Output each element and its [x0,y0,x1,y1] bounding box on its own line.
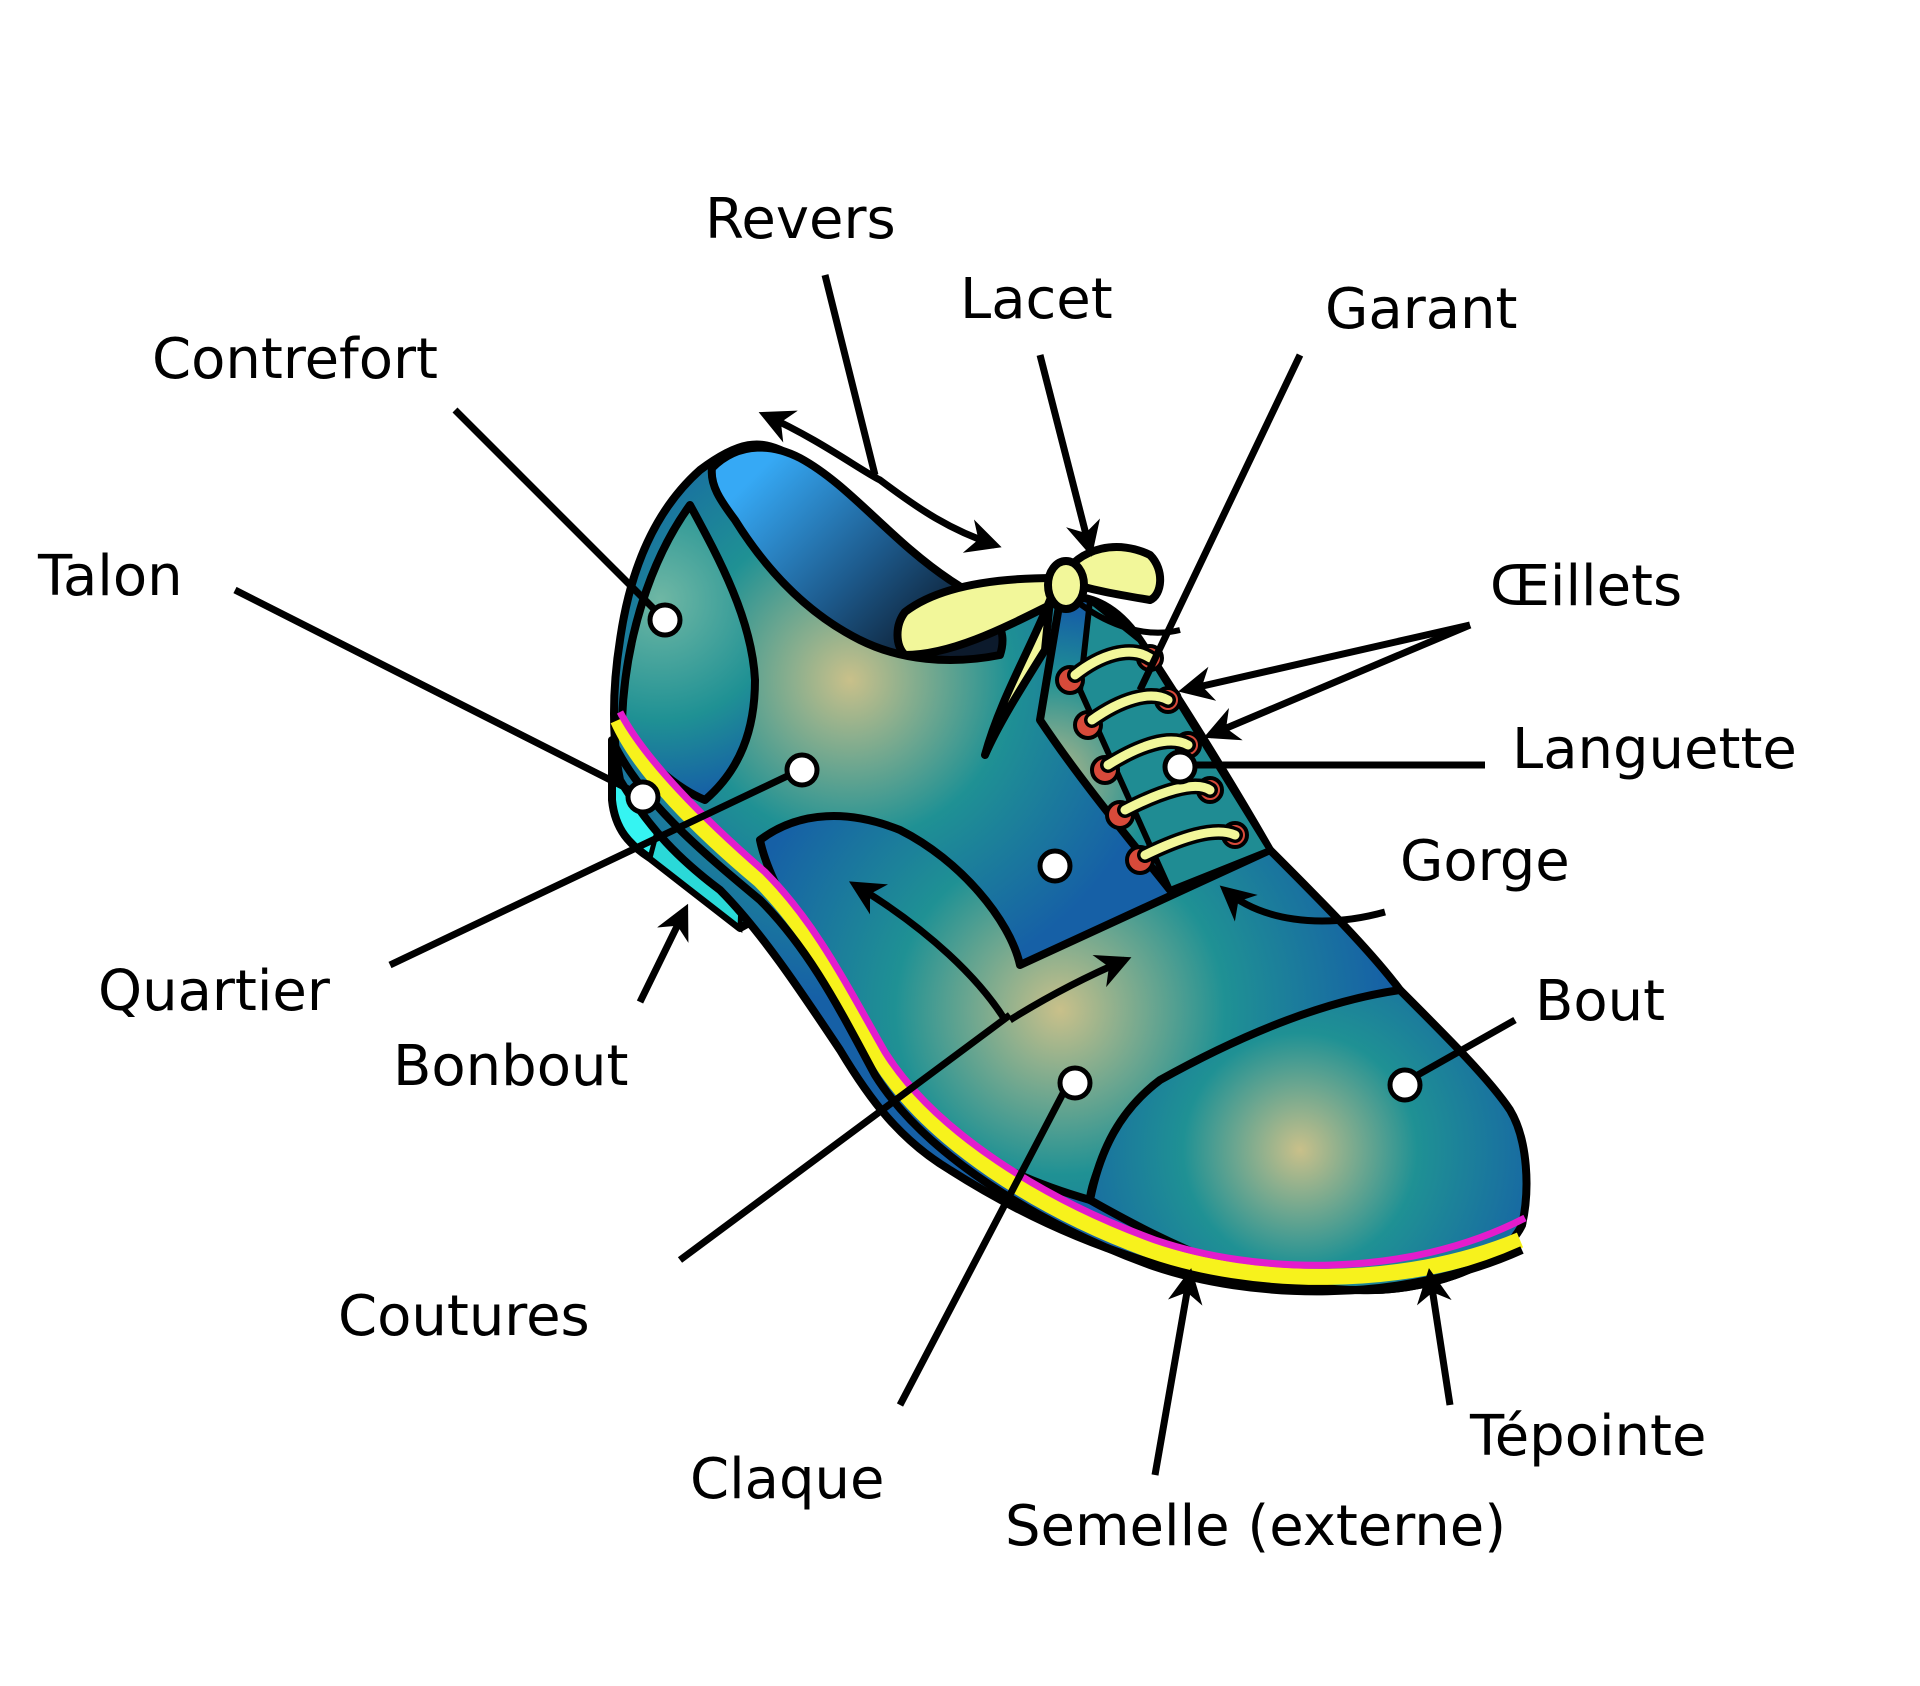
label-languette: Languette [1512,717,1797,782]
label-garant: Garant [1325,277,1518,342]
label-claque: Claque [690,1447,884,1512]
label-revers: Revers [705,187,896,252]
sole-outline [608,738,1524,1296]
label-quartier: Quartier [98,959,331,1024]
leader-bout [1398,1016,1517,1089]
dot-quartier [784,752,820,788]
leader-revers [821,274,879,476]
leader-oeillets-1 [1178,621,1471,701]
label-tepointe: Tépointe [1469,1404,1706,1469]
counter-panel [618,501,759,804]
label-oeillets: Œillets [1490,554,1682,619]
leader-oeillets-2 [1203,621,1472,741]
leader-tepointe [1416,1268,1454,1406]
leader-talon [233,586,642,799]
label-coutures: Coutures [338,1284,590,1349]
leader-gorge [1219,885,1386,925]
leader-coutures [677,1012,1013,1263]
leader-claque [896,1078,1074,1407]
lace-bow [893,543,1181,759]
leader-bonbout [636,903,689,1004]
dot-garant [1037,848,1073,884]
dot-languette [1162,749,1198,785]
label-semelle: Semelle (externe) [1005,1494,1506,1559]
label-bonbout: Bonbout [393,1034,628,1099]
label-gorge: Gorge [1400,829,1570,894]
label-bout: Bout [1535,969,1665,1034]
welt-magenta [616,710,1527,1269]
dot-claque [1057,1065,1093,1101]
leader-lines [233,274,1517,1476]
stitch-arrow-upper [848,881,1008,1022]
leader-semelle [1151,1268,1203,1476]
leader-quartier [388,766,802,969]
laces [1067,644,1243,863]
dot-bout [1387,1067,1423,1103]
label-contrefort: Contrefort [152,327,438,392]
labels: Revers Lacet Garant Contrefort Talon Œil… [37,187,1797,1559]
toe-cap [1086,986,1531,1295]
leader-lacet [1036,354,1100,557]
label-talon: Talon [37,544,183,609]
stitch-arrow-vamp [1008,954,1132,1023]
label-lacet: Lacet [960,267,1113,332]
leader-contrefort [452,407,668,623]
leader-garant [1136,353,1304,692]
leader-revers-arrow [758,410,1002,553]
welt-yellow [610,716,1524,1285]
marker-dots [625,602,1423,1103]
dot-contrefort [647,602,683,638]
dot-talon [625,779,661,815]
